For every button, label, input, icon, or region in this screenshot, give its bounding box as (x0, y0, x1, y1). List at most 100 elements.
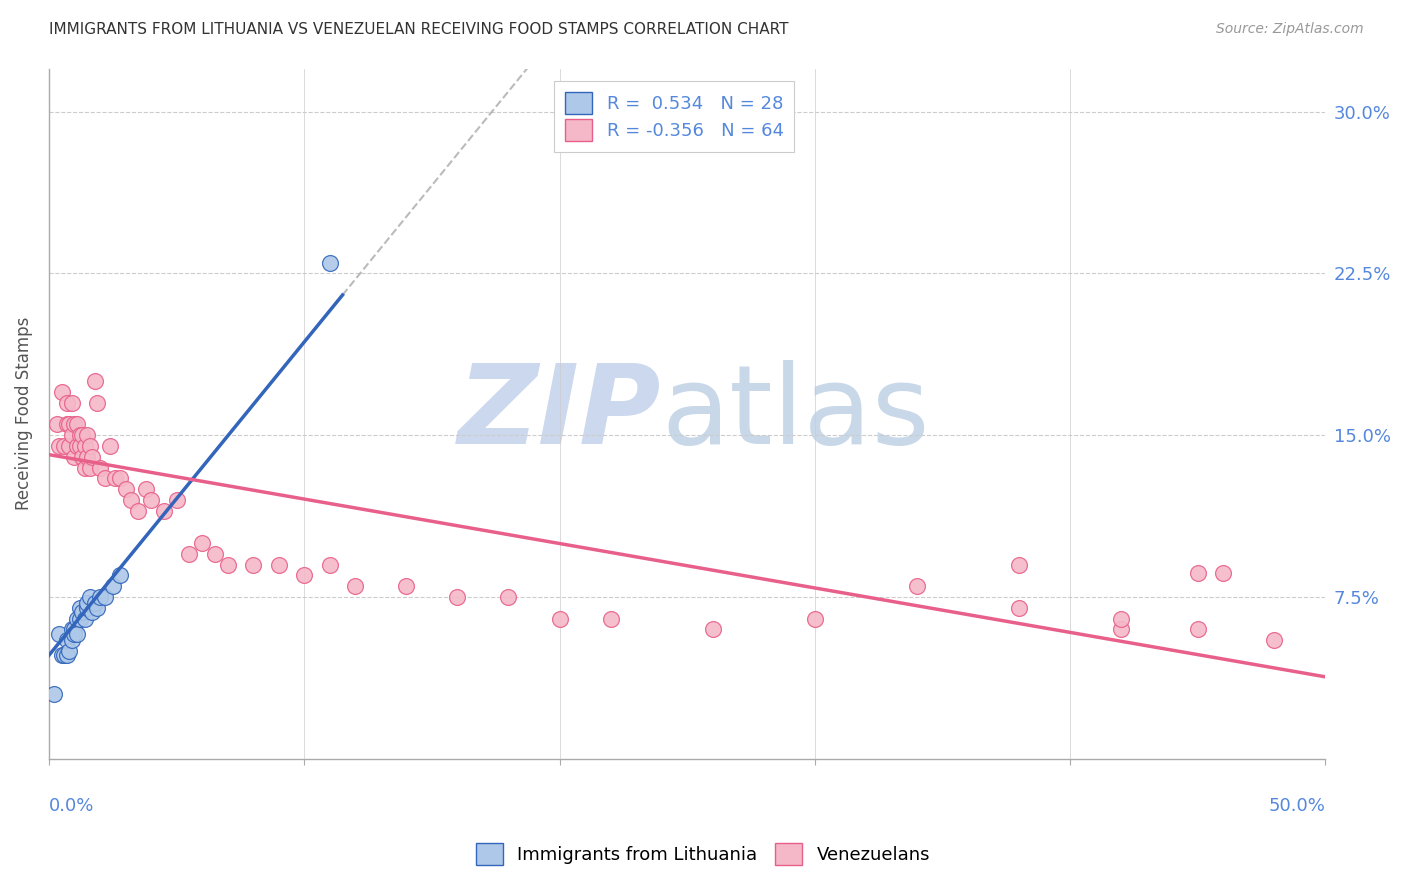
Point (599, 611, 621, 625)
Point (66, 611, 89, 625)
Point (905, 579, 928, 593)
Y-axis label: Receiving Food Stamps: Receiving Food Stamps (15, 317, 32, 510)
Point (446, 590, 468, 604)
Point (803, 611, 825, 625)
Point (135, 482, 157, 496)
Point (63, 623, 86, 637)
Point (1187, 566, 1209, 581)
Point (204, 547, 226, 561)
Point (63, 417, 86, 432)
Point (319, 558, 342, 572)
Point (76, 428, 98, 442)
Point (60, 623, 83, 637)
Point (56, 396, 79, 410)
Legend: Immigrants from Lithuania, Venezuelans: Immigrants from Lithuania, Venezuelans (468, 836, 938, 872)
Point (82, 450, 104, 464)
Point (66, 439, 89, 453)
Text: atlas: atlas (662, 360, 931, 467)
Point (89, 590, 111, 604)
Point (548, 611, 571, 625)
Text: 50.0%: 50.0% (1268, 797, 1326, 814)
Point (101, 579, 124, 593)
Point (84, 597, 107, 611)
Point (79, 590, 101, 604)
Point (86, 396, 108, 410)
Point (94, 590, 117, 604)
Point (104, 471, 127, 485)
Point (69, 611, 91, 625)
Text: IMMIGRANTS FROM LITHUANIA VS VENEZUELAN RECEIVING FOOD STAMPS CORRELATION CHART: IMMIGRANTS FROM LITHUANIA VS VENEZUELAN … (49, 22, 789, 37)
Point (110, 471, 132, 485)
Point (242, 558, 264, 572)
Point (58, 439, 80, 453)
Point (53, 648, 76, 663)
Point (48, 439, 70, 453)
Point (166, 492, 188, 507)
Point (127, 504, 149, 518)
Point (702, 623, 724, 637)
Text: ZIP: ZIP (458, 360, 662, 467)
Point (70, 428, 93, 442)
Point (344, 579, 367, 593)
Point (70, 605, 93, 619)
Point (73, 439, 96, 453)
Point (82, 605, 104, 619)
Point (58, 417, 80, 432)
Point (60, 633, 83, 648)
Point (98, 439, 121, 453)
Point (1008, 600, 1031, 615)
Point (45, 417, 67, 432)
Point (1263, 633, 1285, 648)
Point (292, 568, 315, 582)
Point (51, 385, 73, 400)
Point (66, 626, 89, 640)
Point (191, 536, 214, 550)
Text: 0.0%: 0.0% (49, 797, 94, 814)
Point (58, 644, 80, 658)
Point (120, 492, 142, 507)
Point (86, 600, 108, 615)
Point (60, 396, 83, 410)
Point (1187, 623, 1209, 637)
Point (110, 568, 132, 582)
Point (76, 597, 98, 611)
Point (73, 611, 96, 625)
Point (69, 439, 91, 453)
Point (267, 558, 290, 572)
Point (69, 600, 91, 615)
Point (1109, 611, 1132, 625)
Point (114, 482, 136, 496)
Point (73, 460, 96, 475)
Point (76, 600, 98, 615)
Point (56, 648, 79, 663)
Point (69, 428, 91, 442)
Point (153, 504, 176, 518)
Point (70, 450, 93, 464)
Point (89, 460, 111, 475)
Point (139, 492, 162, 507)
Point (1109, 623, 1132, 637)
Point (79, 439, 101, 453)
Point (395, 579, 418, 593)
Point (319, 255, 342, 269)
Point (1212, 566, 1234, 581)
Point (60, 428, 83, 442)
Point (56, 633, 79, 648)
Point (84, 374, 107, 388)
Point (498, 590, 520, 604)
Point (51, 648, 73, 663)
Point (179, 547, 201, 561)
Point (79, 460, 101, 475)
Point (42, 687, 65, 701)
Point (76, 450, 98, 464)
Point (63, 450, 86, 464)
Text: Source: ZipAtlas.com: Source: ZipAtlas.com (1216, 22, 1364, 37)
Point (66, 417, 89, 432)
Point (217, 558, 239, 572)
Point (48, 626, 70, 640)
Point (53, 439, 76, 453)
Legend: R =  0.534   N = 28, R = -0.356   N = 64: R = 0.534 N = 28, R = -0.356 N = 64 (554, 81, 794, 153)
Point (63, 626, 86, 640)
Point (1008, 558, 1031, 572)
Point (94, 471, 117, 485)
